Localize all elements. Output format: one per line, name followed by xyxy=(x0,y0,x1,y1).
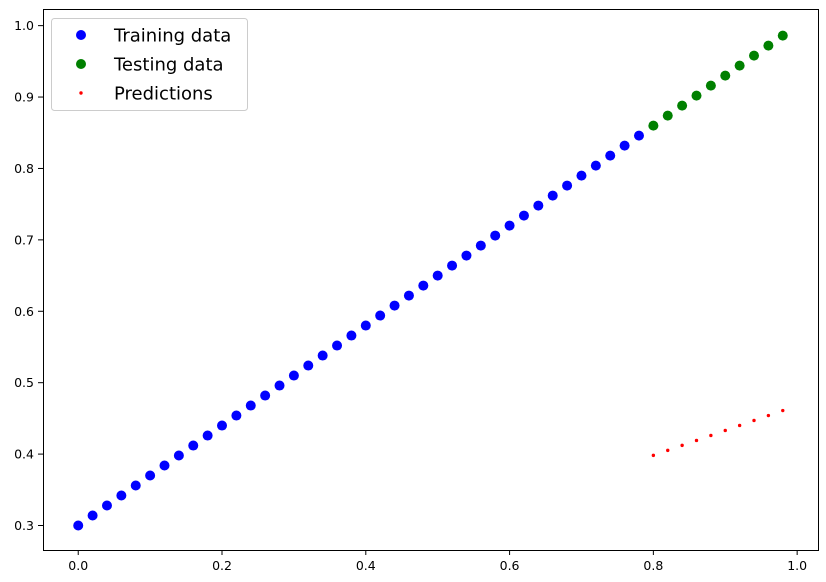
training-data-point xyxy=(633,130,644,141)
training-data-point xyxy=(432,270,443,281)
predictions-point xyxy=(651,453,656,458)
testing-data-point xyxy=(777,30,788,41)
training-data-point xyxy=(375,310,386,321)
x-tick-label: 0.0 xyxy=(68,558,88,573)
training-data-point xyxy=(116,490,127,501)
predictions-legend-marker xyxy=(79,91,83,95)
testing-data-legend-label: Testing data xyxy=(113,55,224,76)
y-tick-label: 0.7 xyxy=(14,232,34,247)
x-tick-label: 0.8 xyxy=(643,558,663,573)
y-tick-label: 0.6 xyxy=(14,304,34,319)
predictions-point xyxy=(694,438,699,443)
predictions-point xyxy=(766,413,771,418)
training-data-point xyxy=(461,250,472,261)
y-tick-label: 0.4 xyxy=(14,447,34,462)
training-data-point xyxy=(360,320,371,331)
testing-data-point xyxy=(677,100,688,111)
data-points-layer xyxy=(73,30,788,531)
testing-data-point xyxy=(691,90,702,101)
training-data-point xyxy=(605,150,616,161)
training-data-point xyxy=(619,140,630,151)
legend-box xyxy=(51,18,248,111)
training-data-point xyxy=(245,400,256,411)
legend: Training data Testing data Predictions xyxy=(51,18,248,111)
y-tick-label: 0.5 xyxy=(14,375,34,390)
training-data-point xyxy=(274,380,285,391)
training-data-point xyxy=(303,360,314,371)
training-data-point xyxy=(87,510,98,521)
x-tick-label: 0.2 xyxy=(212,558,232,573)
training-data-point xyxy=(518,210,529,221)
training-data-point xyxy=(590,160,601,171)
training-data-point xyxy=(73,520,84,531)
training-data-point xyxy=(547,190,558,201)
training-data-point xyxy=(418,280,429,291)
training-data-point xyxy=(173,450,184,461)
training-data-legend-label: Training data xyxy=(113,26,231,47)
training-data-point xyxy=(217,420,228,431)
plot-area-frame xyxy=(43,9,819,551)
predictions-legend-label: Predictions xyxy=(114,84,213,105)
training-data-point xyxy=(101,500,112,511)
training-data-point xyxy=(562,180,573,191)
training-data-point xyxy=(533,200,544,211)
predictions-point xyxy=(781,408,785,413)
axis-ticks-layer: 0.0 0.2 0.4 0.6 0.8 1.0 0.3 0.4 0.5 0.6 0.7 0.8 0.9 1… xyxy=(14,18,807,573)
x-tick-label: 1.0 xyxy=(787,558,807,573)
predictions-point xyxy=(723,428,727,433)
testing-data-point xyxy=(720,70,731,81)
training-data-point xyxy=(475,240,486,251)
testing-data-point xyxy=(648,120,659,131)
training-data-point xyxy=(389,300,400,311)
training-data-point xyxy=(332,340,343,351)
training-data-point xyxy=(317,350,328,361)
predictions-point xyxy=(666,448,670,453)
training-data-point xyxy=(504,220,515,231)
training-data-point xyxy=(159,460,170,471)
training-data-point xyxy=(202,430,213,441)
testing-data-point xyxy=(763,40,774,51)
training-data-point xyxy=(490,230,501,241)
testing-data-point xyxy=(749,50,760,61)
training-data-point xyxy=(346,330,357,341)
training-data-point xyxy=(260,390,271,401)
y-tick-label: 0.8 xyxy=(14,161,34,176)
y-tick-label: 1.0 xyxy=(14,18,34,33)
y-tick-label: 0.3 xyxy=(14,518,34,533)
predictions-point xyxy=(709,433,713,438)
predictions-point xyxy=(752,418,756,423)
training-data-point xyxy=(447,260,458,271)
y-tick-label: 0.9 xyxy=(14,90,34,105)
training-data-point xyxy=(145,470,156,481)
training-data-point xyxy=(130,480,141,491)
testing-data-legend-marker xyxy=(76,59,86,69)
training-data-legend-marker xyxy=(76,30,86,40)
training-data-point xyxy=(288,370,299,381)
x-tick-label: 0.4 xyxy=(356,558,376,573)
testing-data-point xyxy=(705,80,716,91)
training-data-point xyxy=(231,410,242,421)
testing-data-point xyxy=(662,110,673,121)
training-data-point xyxy=(188,440,199,451)
testing-data-point xyxy=(734,60,745,71)
predictions-point xyxy=(680,443,684,448)
x-tick-label: 0.6 xyxy=(500,558,520,573)
training-data-point xyxy=(403,290,414,301)
training-data-point xyxy=(576,170,587,181)
predictions-point xyxy=(737,423,742,428)
